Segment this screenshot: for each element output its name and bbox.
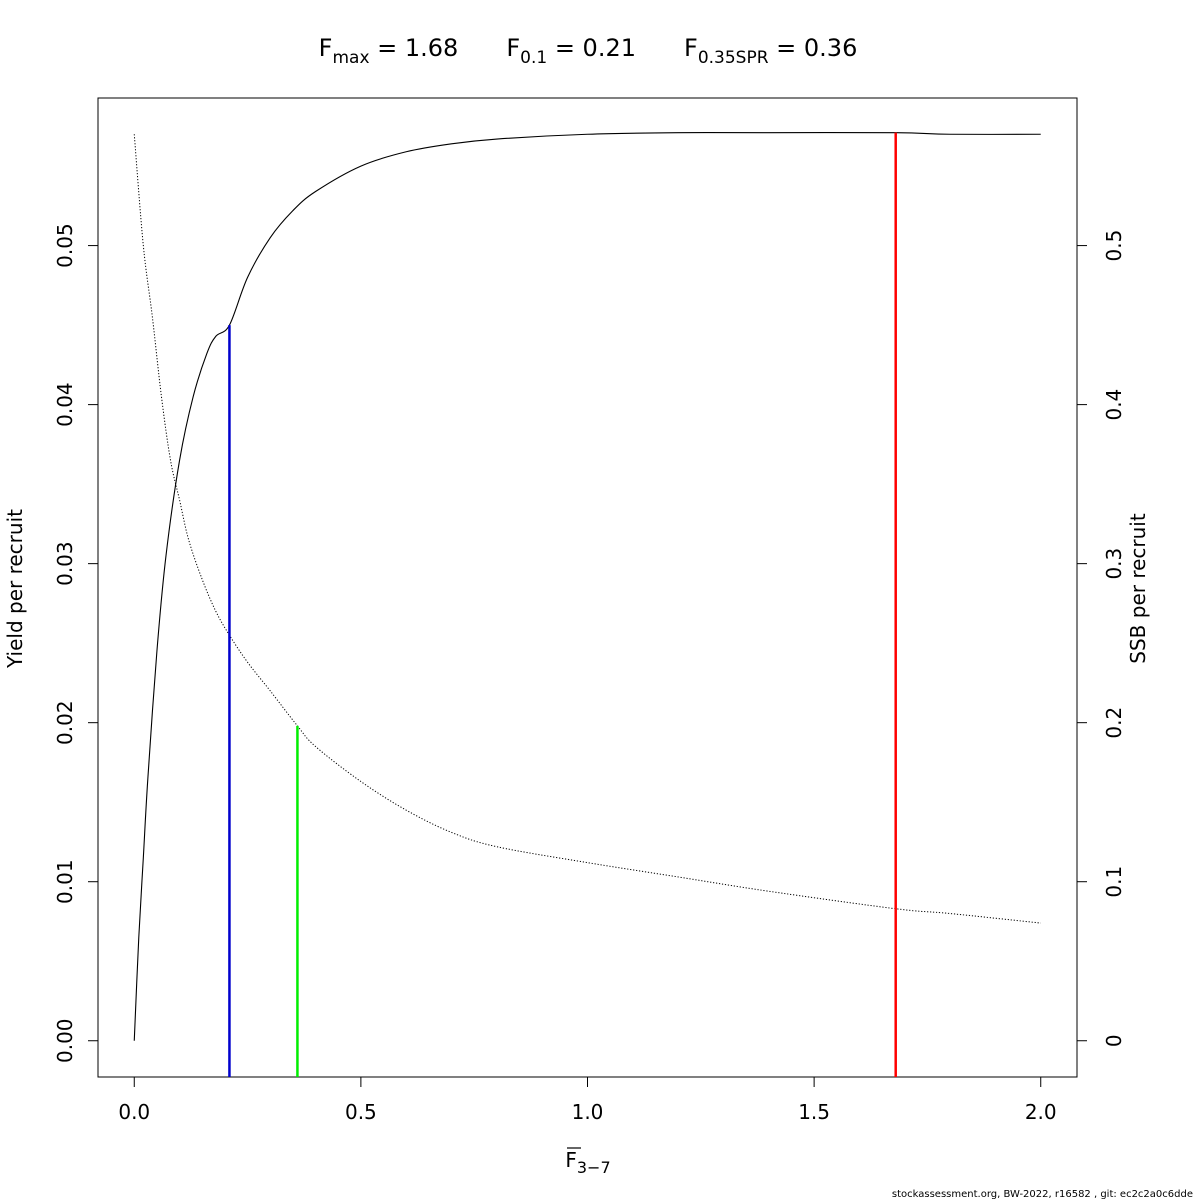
x-tick-label: 1.5 <box>798 1100 830 1124</box>
y2-tick-label: 0.5 <box>1102 230 1126 262</box>
y2-tick-label: 0 <box>1102 1034 1126 1047</box>
title-term-1: F <box>506 34 520 62</box>
title-term-0: F <box>319 34 333 62</box>
y2-tick-label: 0.3 <box>1102 548 1126 580</box>
x-axis-label: F3−7 <box>565 1148 610 1177</box>
y-axis-left: 0.00 0.01 0.02 0.03 0.04 0.05 <box>53 223 99 1063</box>
y-tick-label: 0.01 <box>53 859 77 904</box>
yield-per-recruit-curve <box>133 132 1041 1041</box>
x-tick-label: 2.0 <box>1025 1100 1057 1124</box>
y-tick-label: 0.02 <box>53 700 77 745</box>
footer-credit: stockassessment.org, BW-2022, r16582 , g… <box>892 1189 1193 1200</box>
y-tick-label: 0.04 <box>53 382 77 427</box>
x-axis: 0.0 0.5 1.0 1.5 2.0 <box>118 1076 1057 1124</box>
y-tick-label: 0.03 <box>53 541 77 586</box>
x-tick-label: 1.0 <box>572 1100 604 1124</box>
y-axis-label: Yield per recruit <box>3 509 27 669</box>
y-tick-label: 0.00 <box>53 1018 77 1063</box>
reference-lines <box>228 132 897 1077</box>
x-tick-label: 0.5 <box>345 1100 377 1124</box>
y-axis-right: 0 0.1 0.2 0.3 0.4 0.5 <box>1076 230 1126 1047</box>
series-layer <box>133 132 1041 1041</box>
plot-frame <box>97 97 1078 1078</box>
ssb-per-recruit-curve <box>133 134 1041 924</box>
y2-tick-label: 0.4 <box>1102 389 1126 421</box>
x-tick-label: 0.0 <box>118 1100 150 1124</box>
y2-axis-label: SSB per recruit <box>1126 513 1150 664</box>
chart-title: Fmax = 1.68 F0.1 = 0.21 F0.35SPR = 0.36 <box>319 34 858 68</box>
y2-tick-label: 0.1 <box>1102 866 1126 898</box>
title-term-2: F <box>684 34 698 62</box>
y-tick-label: 0.05 <box>53 223 77 268</box>
y2-tick-label: 0.2 <box>1102 707 1126 739</box>
